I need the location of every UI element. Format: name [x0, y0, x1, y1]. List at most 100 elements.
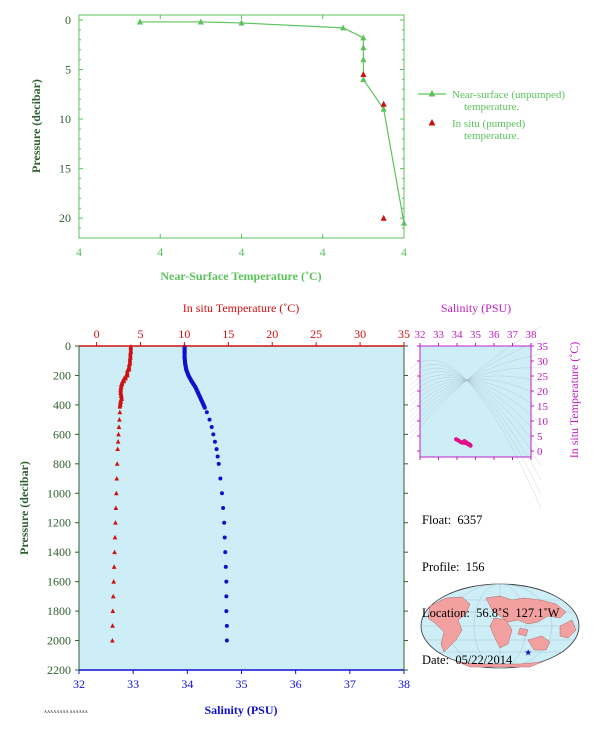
ts-title: Salinity (PSU) [441, 301, 511, 315]
top-x-tick-label: 4 [401, 245, 407, 259]
sal-tick-label: 37 [344, 677, 356, 691]
pressure-tick-label: 1600 [47, 575, 71, 589]
data-point-0 [340, 24, 347, 31]
profile-top-axis-label: In situ Temperature (˚C) [183, 301, 300, 315]
top-x-tick-label: 4 [239, 245, 245, 259]
top-x-tick-label: 4 [320, 245, 326, 259]
salinity-point [224, 594, 229, 599]
temperature-point [117, 409, 123, 415]
temperature-point [115, 439, 121, 444]
ts-y-tick-label: 10 [537, 416, 549, 428]
salinity-point [212, 439, 217, 444]
float-info: Float: 6357 Profile: 156 Location: 56.8˚… [422, 482, 559, 684]
temp-tick-label: 30 [354, 327, 366, 341]
pressure-tick-label: 0 [65, 339, 71, 353]
temperature-point [112, 549, 117, 555]
ts-y-tick-label: 35 [537, 341, 549, 353]
top-x-tick-label: 4 [157, 245, 163, 259]
data-point-0 [360, 44, 367, 51]
temperature-point [111, 579, 117, 584]
ts-x-tick-label: 35 [470, 329, 482, 341]
temp-tick-label: 25 [310, 327, 322, 341]
temperature-point [115, 446, 120, 452]
pressure-tick-label: 200 [53, 368, 71, 382]
salinity-point [220, 491, 224, 496]
salinity-point [222, 520, 227, 525]
temperature-point [116, 424, 122, 429]
data-point-1 [380, 100, 387, 107]
pressure-tick-label: 1000 [47, 486, 71, 500]
top-x-tick-label: 4 [76, 245, 82, 259]
ts-y-tick-label: 0 [537, 446, 543, 458]
temp-tick-label: 35 [398, 327, 410, 341]
salinity-point [214, 447, 219, 452]
temp-tick-label: 5 [137, 327, 143, 341]
top-y-tick-label: 15 [59, 162, 71, 176]
temp-tick-label: 0 [94, 327, 100, 341]
salinity-point [223, 564, 228, 569]
salinity-point [204, 410, 209, 415]
temperature-point [110, 637, 115, 643]
pressure-tick-label: 2200 [47, 663, 71, 677]
ts-x-tick-label: 34 [452, 329, 464, 341]
data-point-0 [400, 219, 408, 226]
pressure-tick-label: 800 [53, 457, 71, 471]
sal-tick-label: 33 [127, 677, 139, 691]
land-indonesia [517, 627, 529, 637]
pressure-tick-label: 600 [53, 427, 71, 441]
pressure-tick-label: 2000 [47, 634, 71, 648]
float-location-marker: ★ [524, 648, 532, 658]
salinity-point-dense [202, 405, 207, 410]
ts-y-tick-label: 15 [537, 401, 549, 413]
temperature-point [113, 520, 118, 525]
profile-chart: 0 5 10 15 20 25 30 35 32 33 34 35 36 37 38 0 200 400 600 80… [17, 301, 410, 717]
temp-tick-label: 20 [266, 327, 278, 341]
data-point-0 [197, 18, 204, 25]
land-eurasia [485, 595, 567, 625]
salinity-point [218, 476, 223, 481]
profile-plot-background [79, 346, 404, 670]
sal-tick-label: 32 [73, 677, 85, 691]
data-point-0 [360, 34, 367, 41]
legend-label-unpumped-2: temperature. [464, 101, 520, 113]
temperature-point [112, 534, 118, 540]
salinity-point [223, 550, 228, 555]
ts-x-tick-label: 37 [507, 329, 519, 341]
temperature-point [116, 431, 121, 437]
land-americas-west [427, 596, 471, 653]
salinity-point [224, 609, 229, 614]
temp-tick-label: 10 [178, 327, 190, 341]
temperature-point [114, 461, 120, 466]
temperature-point [110, 623, 115, 628]
data-point-0 [360, 76, 367, 82]
legend-label-pumped-2: temperature. [464, 130, 520, 142]
world-map: ★ [420, 583, 580, 669]
location: Location: 56.8˚S 127.1˚W [422, 606, 560, 620]
legend-label-pumped-1: In situ (pumped) [452, 118, 526, 130]
profile-y-axis-label: Pressure (decibar) [17, 461, 31, 555]
top-y-tick-label: 20 [59, 211, 71, 225]
data-point-0 [380, 105, 387, 112]
data-point-1 [380, 214, 387, 221]
ts-y-tick-label: 30 [537, 356, 549, 368]
land-antarctica [457, 661, 543, 668]
salinity-point [215, 454, 220, 459]
ts-x-tick-label: 32 [415, 329, 426, 341]
salinity-point [224, 579, 229, 584]
data-point-0 [238, 19, 245, 26]
temperature-point [110, 593, 116, 599]
salinity-point [216, 461, 221, 466]
date: Date: 05/22/2014 [422, 652, 513, 667]
top-plot-frame [78, 14, 405, 239]
ts-y-tick-label: 25 [537, 371, 549, 383]
data-point-1 [360, 71, 367, 78]
ts-diagram: 32 33 34 35 36 37 38 0 5 10 15 20 25 30 35 Salinity (P… [409, 301, 581, 509]
pressure-tick-label: 1400 [47, 545, 71, 559]
legend-marker-pumped [428, 119, 436, 126]
ts-plot-background [420, 346, 531, 457]
temperature-point [113, 490, 119, 496]
temperature-point-dense [117, 404, 123, 409]
top-y-axis-label: Pressure (decibar) [29, 79, 43, 173]
legend-marker-unpumped [428, 90, 436, 97]
